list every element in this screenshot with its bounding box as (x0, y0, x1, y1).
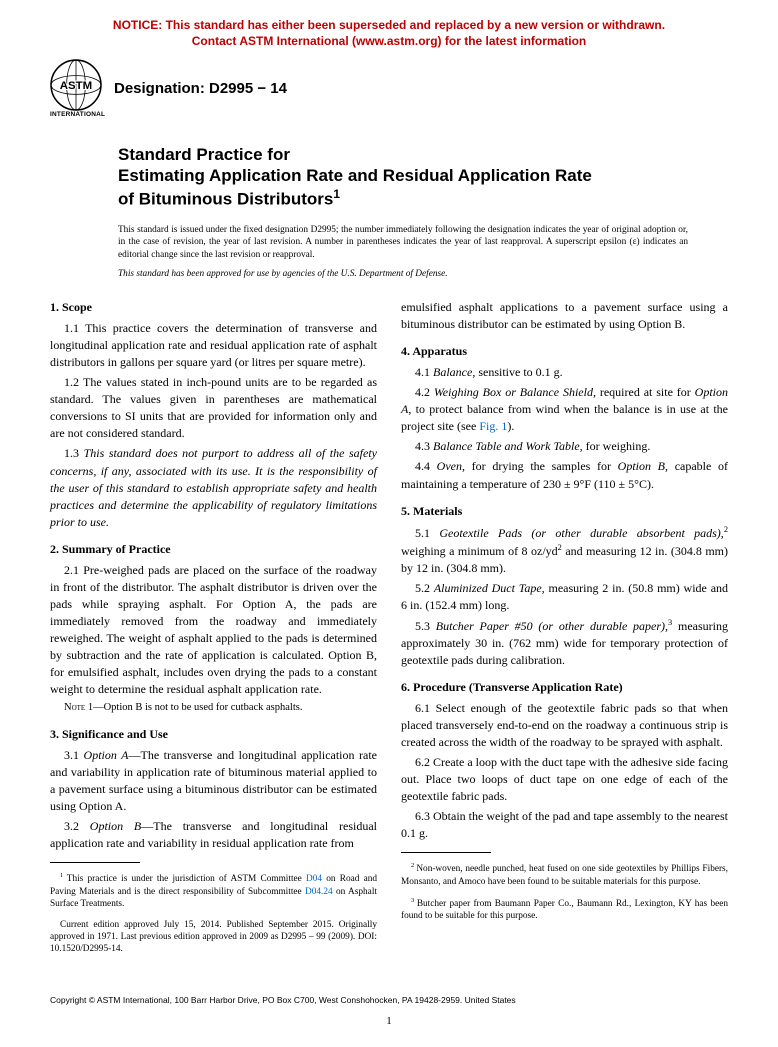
footnote-2: 2 Non-woven, needle punched, heat fused … (401, 862, 728, 887)
footnote-1b: Current edition approved July 15, 2014. … (50, 919, 377, 955)
para-6-1: 6.1 Select enough of the geotextile fabr… (401, 700, 728, 751)
procedure-heading: 6. Procedure (Transverse Application Rat… (401, 679, 728, 696)
para-3-2: 3.2 Option B—The transverse and longitud… (50, 818, 377, 852)
para-3-2-cont: emulsified asphalt applications to a pav… (401, 299, 728, 333)
apparatus-heading: 4. Apparatus (401, 343, 728, 360)
summary-heading: 2. Summary of Practice (50, 541, 377, 558)
para-4-4: 4.4 Oven, for drying the samples for Opt… (401, 458, 728, 492)
para-4-2: 4.2 Weighing Box or Balance Shield, requ… (401, 384, 728, 435)
para-2-1: 2.1 Pre-weighed pads are placed on the s… (50, 562, 377, 698)
dod-note: This standard has been approved for use … (118, 269, 728, 279)
title-block: Standard Practice for Estimating Applica… (118, 144, 728, 209)
footnote-rule-right (401, 852, 491, 853)
svg-text:ASTM: ASTM (60, 80, 92, 92)
footnote-3: 3 Butcher paper from Baumann Paper Co., … (401, 897, 728, 922)
notice-line1: NOTICE: This standard has either been su… (113, 18, 665, 32)
para-3-1: 3.1 Option A—The transverse and longitud… (50, 747, 377, 815)
title-line1: Standard Practice for (118, 144, 728, 165)
left-column: 1. Scope 1.1 This practice covers the de… (50, 299, 377, 964)
body-columns: 1. Scope 1.1 This practice covers the de… (50, 299, 728, 964)
materials-heading: 5. Materials (401, 503, 728, 520)
para-1-2: 1.2 The values stated in inch-pound unit… (50, 374, 377, 442)
para-6-2: 6.2 Create a loop with the duct tape wit… (401, 754, 728, 805)
astm-logo-icon: ASTM (50, 59, 102, 111)
header-row: ASTM INTERNATIONAL Designation: D2995 − … (50, 59, 728, 118)
title-line2: Estimating Application Rate and Residual… (118, 165, 728, 186)
right-column: emulsified asphalt applications to a pav… (401, 299, 728, 964)
para-5-2: 5.2 Aluminized Duct Tape, measuring 2 in… (401, 580, 728, 614)
astm-logo: ASTM INTERNATIONAL (50, 59, 102, 118)
significance-heading: 3. Significance and Use (50, 726, 377, 743)
issue-note: This standard is issued under the fixed … (118, 224, 688, 262)
scope-heading: 1. Scope (50, 299, 377, 316)
page-number: 1 (50, 1015, 728, 1027)
para-5-1: 5.1 Geotextile Pads (or other durable ab… (401, 524, 728, 577)
para-1-1: 1.1 This practice covers the determinati… (50, 320, 377, 371)
notice-line2: Contact ASTM International (www.astm.org… (192, 34, 586, 48)
para-4-1: 4.1 Balance, sensitive to 0.1 g. (401, 364, 728, 381)
logo-international: INTERNATIONAL (50, 111, 102, 118)
title-line3: of Bituminous Distributors1 (118, 187, 728, 210)
notice-banner: NOTICE: This standard has either been su… (50, 18, 728, 49)
para-5-3: 5.3 Butcher Paper #50 (or other durable … (401, 617, 728, 669)
para-1-3: 1.3 This standard does not purport to ad… (50, 445, 377, 530)
designation: Designation: D2995 − 14 (114, 80, 287, 97)
para-6-3: 6.3 Obtain the weight of the pad and tap… (401, 808, 728, 842)
footnote-1: 1 This practice is under the jurisdictio… (50, 872, 377, 909)
note-1: Note 1—Option B is not to be used for cu… (50, 701, 377, 716)
footnote-rule-left (50, 862, 140, 863)
copyright: Copyright © ASTM International, 100 Barr… (50, 995, 728, 1005)
para-4-3: 4.3 Balance Table and Work Table, for we… (401, 438, 728, 455)
